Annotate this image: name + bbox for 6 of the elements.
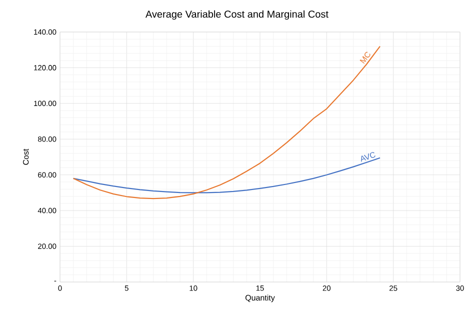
x-axis-title: Quantity	[245, 294, 275, 302]
text: AVC	[361, 152, 376, 162]
text: MC	[360, 52, 370, 64]
chart-title: Average Variable Cost and Marginal Cost	[145, 10, 328, 20]
y-axis-title: Cost	[23, 148, 29, 165]
line-series	[72, 46, 381, 200]
